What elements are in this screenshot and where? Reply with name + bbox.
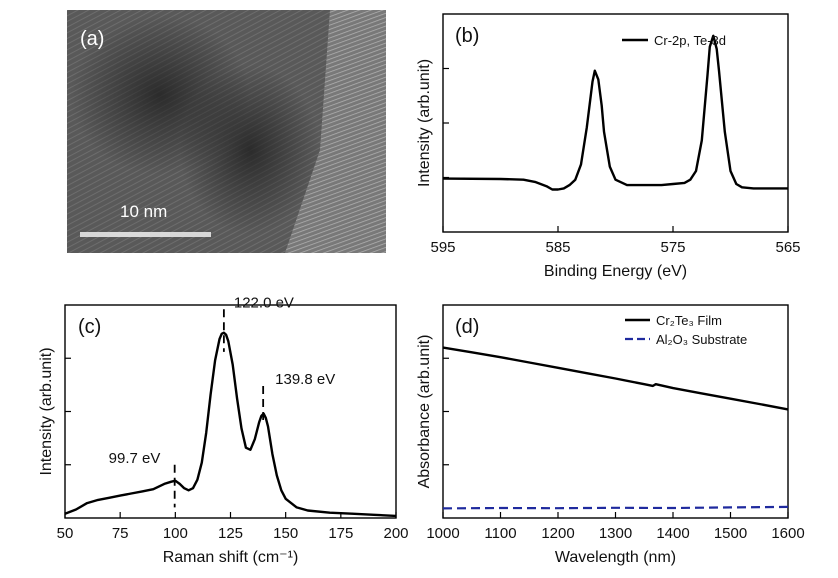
panel-a-label: (a) bbox=[80, 28, 104, 50]
panel-d-chart: 1000 1100 1200 1300 1400 1500 1600 Wavelength (… bbox=[416, 304, 805, 566]
x-tick-label: 200 bbox=[383, 525, 408, 542]
x-tick-label: 125 bbox=[218, 525, 243, 542]
x-tick-label: 1600 bbox=[771, 525, 804, 542]
x-axis-label: Raman shift (cm⁻¹) bbox=[163, 549, 299, 566]
tem-image-panel: (a) 10 nm bbox=[67, 10, 386, 253]
peak-annotation: 139.8 eV bbox=[275, 371, 335, 388]
plot-frame bbox=[442, 13, 789, 233]
y-axis-label: Intensity (arb.unit) bbox=[416, 59, 433, 187]
x-tick-label: 1500 bbox=[714, 525, 747, 542]
x-tick-label: 150 bbox=[273, 525, 298, 542]
panel-label: (b) bbox=[455, 25, 479, 47]
x-tick-label: 1000 bbox=[426, 525, 459, 542]
film-series-line bbox=[442, 346, 789, 411]
peak-annotation: 122.0 eV bbox=[234, 294, 294, 311]
y-axis-label: Intensity (arb.unit) bbox=[38, 347, 55, 475]
xps-series-line bbox=[442, 34, 788, 191]
panel-b-chart: 595 585 575 565 Binding Energy (eV) Intensity… bbox=[416, 13, 801, 280]
scale-bar-label: 10 nm bbox=[120, 202, 167, 221]
legend-label: Cr-2p, Te-3d bbox=[654, 33, 726, 48]
x-tick-label: 585 bbox=[545, 239, 570, 256]
x-tick-label: 1300 bbox=[599, 525, 632, 542]
x-axis-label: Binding Energy (eV) bbox=[544, 263, 687, 280]
plot-frame bbox=[64, 304, 397, 519]
scale-bar bbox=[80, 232, 211, 237]
legend-label-film: Cr₂Te₃ Film bbox=[656, 313, 722, 328]
x-tick-label: 565 bbox=[775, 239, 800, 256]
x-tick-label: 50 bbox=[57, 525, 74, 542]
tem-bright-grain bbox=[285, 10, 386, 253]
tem-dark-region-2 bbox=[180, 65, 320, 235]
x-tick-label: 75 bbox=[112, 525, 129, 542]
panel-c-chart: 50 75 100 125 150 175 200 Raman shift (cm⁻¹) Int… bbox=[38, 294, 409, 566]
peak-annotation: 99.7 eV bbox=[109, 450, 161, 467]
x-tick-label: 595 bbox=[430, 239, 455, 256]
x-tick-label: 1100 bbox=[484, 525, 516, 542]
x-axis-label: Wavelength (nm) bbox=[555, 549, 676, 566]
x-tick-label: 1400 bbox=[656, 525, 689, 542]
x-tick-label: 175 bbox=[328, 525, 353, 542]
y-axis-label: Absorbance (arb.unit) bbox=[416, 335, 433, 489]
legend-label-substrate: Al₂O₃ Substrate bbox=[656, 332, 747, 347]
x-tick-label: 575 bbox=[660, 239, 685, 256]
x-tick-label: 100 bbox=[163, 525, 188, 542]
x-tick-label: 1200 bbox=[541, 525, 574, 542]
raman-series-line bbox=[64, 331, 397, 518]
substrate-series-line bbox=[442, 505, 789, 510]
panel-label: (c) bbox=[78, 316, 101, 338]
panel-label: (d) bbox=[455, 316, 479, 338]
